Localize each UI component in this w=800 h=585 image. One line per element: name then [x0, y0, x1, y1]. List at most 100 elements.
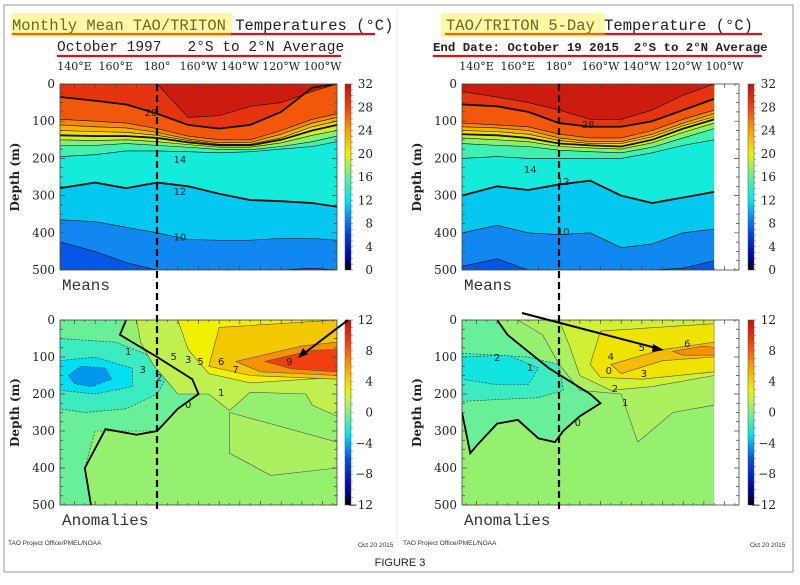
field [60, 84, 337, 270]
y-axis-label: Depth (m) [8, 143, 22, 212]
colorbar-tick-label: 12 [358, 193, 373, 207]
tick-marks [60, 319, 337, 506]
figure-caption: FIGURE 3 [375, 557, 426, 569]
colorbar-tick-label: 0 [768, 263, 776, 277]
contour-label: 9 [286, 357, 292, 368]
isotherm-30 [60, 84, 337, 118]
colorbar-tick-label: 8 [768, 217, 776, 231]
isotherm-24 [462, 113, 715, 142]
y-tick-label: 100 [434, 350, 457, 364]
y-tick-label: 500 [32, 263, 55, 277]
contour-label: 0 [185, 400, 191, 411]
y-tick-label: 300 [32, 424, 55, 438]
colorbar-ticks [351, 83, 353, 271]
contour-label: 0 [575, 418, 581, 429]
colorbar [747, 319, 755, 506]
y-tick-label: 200 [32, 387, 55, 401]
panel-label: Means [464, 277, 512, 295]
colorbar-tick-label: −4 [355, 436, 373, 450]
right-title: TAO/TRITON 5-Day Temperature (°C) [446, 17, 753, 35]
isotherm-16 [462, 128, 715, 154]
anomaly-region--2.5 [462, 354, 539, 386]
isotherm-20 [462, 118, 715, 148]
colorbar-tick-label: 8 [365, 344, 373, 358]
colorbar-tick-label: 12 [761, 313, 776, 327]
isotherm-22 [462, 116, 715, 144]
colorbar-tick-label: 32 [761, 77, 776, 91]
colorbar-tick-label: −8 [355, 467, 373, 481]
contour-label: 2 [612, 384, 618, 395]
figure-border [3, 4, 794, 573]
x-tick-label: 160°E [99, 60, 134, 73]
contour-label: 5 [197, 357, 203, 368]
panel-label: Anomalies [464, 512, 550, 530]
isotherm-14 [462, 139, 715, 159]
isotherm-30 [462, 84, 715, 120]
isotherm-10 [60, 219, 337, 241]
right-subtitle: End Date: October 19 2015 2°S to 2°N Ave… [433, 41, 768, 55]
contour-label: 5 [171, 352, 177, 363]
colorbar [747, 83, 755, 271]
y-tick-label: 0 [449, 313, 457, 327]
contour-label: 1 [125, 347, 131, 358]
colorbar-tick-label: 12 [358, 313, 373, 327]
field [462, 320, 715, 505]
isotherm-24 [60, 117, 337, 144]
colorbar-tick-label: −12 [348, 498, 373, 512]
contour-label: 5 [639, 343, 645, 354]
colorbar-tick-label: 4 [365, 240, 373, 254]
contour-label: 1 [622, 398, 628, 409]
contour-label: 2 [494, 353, 500, 364]
y-axis-label: Depth (m) [410, 143, 424, 212]
y-tick-label: 500 [434, 263, 457, 277]
isotherm-28 [60, 84, 337, 130]
field [60, 320, 337, 505]
isotherm-band-30 [462, 84, 715, 120]
contour-label: 14 [174, 155, 187, 166]
isotherm-10 [462, 225, 715, 248]
isotherm-16 [60, 135, 337, 151]
x-tick-label: 120°W [664, 60, 702, 73]
field [462, 84, 715, 270]
y-tick-label: 0 [449, 77, 457, 91]
colorbar-tick-label: 0 [365, 406, 373, 420]
isotherm-22 [60, 120, 337, 145]
y-tick-label: 0 [47, 313, 55, 327]
colorbar-ticks [754, 319, 756, 506]
annotation-arrow [521, 312, 664, 352]
tick-marks [462, 83, 739, 271]
annotation-arrow [298, 319, 349, 358]
contour-label: 10 [557, 227, 570, 238]
colorbar-tick-label: 4 [768, 240, 776, 254]
x-tick-label: 100°W [706, 60, 744, 73]
left-title: Monthly Mean TAO/TRITON Temperatures (°C… [12, 17, 393, 35]
contour-label: 10 [174, 233, 187, 244]
y-tick-label: 200 [434, 387, 457, 401]
contour-label: 0 [606, 366, 612, 377]
colorbar-tick-label: 24 [761, 124, 777, 138]
isotherm-12 [60, 181, 337, 208]
contour-label: 3 [185, 355, 191, 366]
isotherm-26 [60, 113, 337, 141]
y-tick-label: 300 [434, 189, 457, 203]
colorbar-tick-label: 20 [358, 147, 373, 161]
contour-label: 1 [527, 363, 533, 374]
isotherm-14 [60, 141, 337, 157]
colorbar-tick-label: 4 [365, 375, 373, 389]
date-left: Oct 20 2015 [358, 542, 394, 549]
colorbar-ticks [351, 319, 353, 506]
left-subtitle: October 1997 2°S to 2°N Average [57, 40, 344, 56]
isotherm-band-30 [60, 84, 337, 118]
isotherm-18 [462, 122, 715, 150]
colorbar-tick-label: −12 [751, 498, 776, 512]
x-tick-label: 160°E [501, 60, 536, 73]
x-tick-label: 180° [546, 60, 573, 73]
y-tick-label: 100 [434, 114, 457, 128]
x-tick-label: 100°W [304, 60, 342, 73]
isotherm-26 [462, 109, 715, 139]
isotherm-12 [462, 179, 715, 204]
colorbar-tick-label: −8 [758, 467, 776, 481]
